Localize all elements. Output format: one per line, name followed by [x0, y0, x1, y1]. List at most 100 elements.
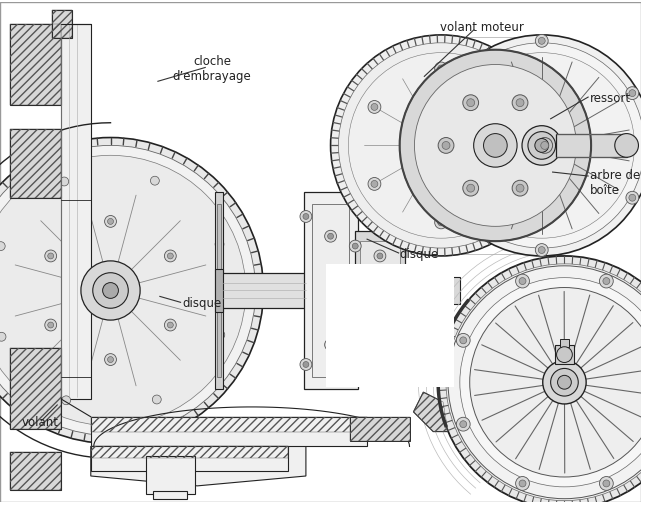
Circle shape: [328, 342, 333, 348]
Bar: [356, 232, 404, 350]
Circle shape: [629, 90, 636, 97]
Circle shape: [446, 264, 650, 500]
Bar: [146, 457, 196, 494]
Circle shape: [331, 36, 552, 257]
Circle shape: [512, 95, 528, 112]
Circle shape: [516, 99, 524, 108]
Circle shape: [460, 337, 467, 344]
Circle shape: [150, 177, 159, 186]
Circle shape: [377, 322, 383, 328]
Circle shape: [512, 181, 528, 196]
Circle shape: [103, 283, 118, 299]
Bar: [222, 273, 306, 309]
Circle shape: [105, 216, 116, 228]
Circle shape: [504, 181, 511, 188]
Circle shape: [168, 322, 174, 328]
Circle shape: [519, 480, 526, 487]
Circle shape: [626, 87, 639, 100]
Bar: [52, 11, 72, 39]
Circle shape: [164, 320, 176, 331]
Circle shape: [339, 44, 543, 248]
Circle shape: [45, 320, 57, 331]
Circle shape: [371, 181, 378, 188]
Circle shape: [349, 241, 361, 252]
Bar: [304, 192, 358, 389]
Circle shape: [324, 339, 337, 351]
Polygon shape: [91, 446, 306, 486]
Circle shape: [442, 142, 450, 150]
Circle shape: [348, 54, 534, 239]
Circle shape: [303, 214, 309, 220]
Circle shape: [515, 477, 530, 490]
Circle shape: [0, 156, 246, 426]
Circle shape: [470, 288, 650, 477]
Circle shape: [467, 185, 474, 193]
Circle shape: [438, 257, 650, 505]
Circle shape: [45, 250, 57, 263]
Circle shape: [603, 480, 610, 487]
Circle shape: [599, 477, 613, 490]
Circle shape: [81, 262, 140, 321]
Circle shape: [437, 220, 445, 226]
Bar: [312, 204, 349, 378]
Bar: [402, 277, 460, 305]
Circle shape: [629, 195, 636, 202]
Circle shape: [352, 332, 358, 338]
Circle shape: [484, 134, 507, 158]
Circle shape: [556, 347, 573, 363]
Circle shape: [615, 134, 638, 158]
Circle shape: [599, 275, 613, 288]
Circle shape: [47, 254, 54, 260]
Circle shape: [0, 242, 5, 251]
Circle shape: [426, 359, 434, 367]
Circle shape: [349, 329, 361, 341]
Circle shape: [368, 102, 381, 114]
Circle shape: [528, 132, 556, 160]
Circle shape: [449, 54, 634, 239]
Circle shape: [460, 421, 467, 428]
Bar: [350, 417, 410, 441]
Circle shape: [164, 250, 176, 263]
Circle shape: [460, 278, 650, 487]
Text: arbre de
boîte: arbre de boîte: [590, 169, 640, 197]
Circle shape: [415, 65, 577, 227]
Bar: [217, 204, 221, 378]
Circle shape: [374, 250, 386, 263]
Circle shape: [300, 359, 312, 371]
Polygon shape: [413, 392, 448, 432]
Bar: [91, 446, 288, 459]
Bar: [350, 417, 410, 441]
Circle shape: [543, 361, 586, 404]
Bar: [215, 269, 223, 313]
Circle shape: [504, 104, 511, 111]
Bar: [61, 25, 91, 399]
Circle shape: [515, 275, 530, 288]
Circle shape: [435, 63, 447, 76]
Circle shape: [538, 247, 545, 254]
Circle shape: [558, 376, 571, 389]
Circle shape: [448, 266, 650, 499]
Circle shape: [107, 357, 114, 363]
Circle shape: [439, 44, 644, 248]
Bar: [91, 446, 288, 471]
Circle shape: [474, 124, 517, 168]
Circle shape: [437, 66, 445, 73]
Circle shape: [300, 211, 312, 223]
Circle shape: [445, 87, 458, 100]
Circle shape: [429, 134, 453, 158]
Text: cloche
d’embrayage: cloche d’embrayage: [173, 55, 252, 82]
Polygon shape: [326, 264, 454, 387]
Circle shape: [377, 254, 383, 260]
Circle shape: [463, 181, 478, 196]
Circle shape: [324, 231, 337, 242]
Circle shape: [438, 138, 454, 154]
Circle shape: [522, 126, 562, 166]
Circle shape: [419, 124, 463, 168]
Circle shape: [0, 333, 6, 341]
Circle shape: [538, 38, 545, 45]
Circle shape: [541, 142, 549, 150]
Bar: [91, 417, 367, 446]
Circle shape: [216, 331, 225, 339]
Circle shape: [467, 99, 474, 108]
Circle shape: [105, 354, 116, 366]
